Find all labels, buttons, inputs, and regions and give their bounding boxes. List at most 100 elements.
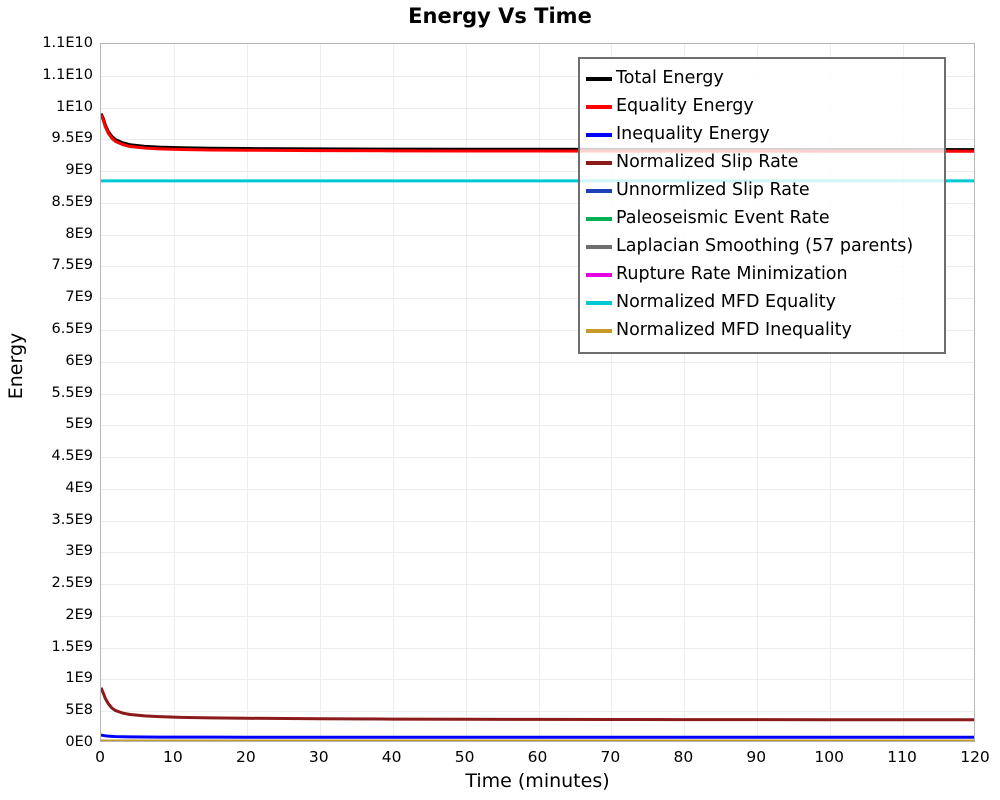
y-tick-label: 9.5E9	[51, 130, 93, 147]
y-tick-label: 3E9	[65, 543, 93, 560]
gridline-horizontal	[101, 298, 974, 299]
y-tick-label: 4.5E9	[51, 448, 93, 465]
gridline-horizontal	[101, 552, 974, 553]
chart-title: Energy Vs Time	[408, 4, 592, 28]
legend-item[interactable]: Normalized MFD Inequality	[586, 317, 936, 345]
y-tick-label: 2E9	[65, 606, 93, 623]
chart-legend: Total Energy Equality Energy Inequality En…	[578, 57, 946, 354]
gridline-horizontal	[101, 648, 974, 649]
legend-item-label: Normalized MFD Equality	[616, 292, 836, 313]
x-tick-label: 20	[235, 748, 256, 766]
gridline-horizontal	[101, 108, 974, 109]
gridline-horizontal	[101, 616, 974, 617]
x-tick-label: 110	[887, 748, 917, 766]
legend-item[interactable]: Normalized Slip Rate	[586, 149, 936, 177]
legend-item[interactable]: Normalized MFD Equality	[586, 289, 936, 317]
y-tick-label: 7.5E9	[51, 257, 93, 274]
gridline-vertical	[611, 44, 612, 741]
gridline-vertical	[320, 44, 321, 741]
gridline-horizontal	[101, 171, 974, 172]
y-tick-label: 1E9	[65, 670, 93, 687]
y-tick-label: 7E9	[65, 289, 93, 306]
legend-item-label: Inequality Energy	[616, 124, 770, 145]
x-tick-label: 100	[814, 748, 844, 766]
y-tick-label: 5E8	[65, 702, 93, 719]
y-tick-label: 1.1E10	[42, 66, 93, 83]
x-tick-label: 120	[960, 748, 990, 766]
legend-color-swatch	[586, 273, 612, 277]
legend-item-label: Normalized Slip Rate	[616, 152, 799, 173]
legend-color-swatch	[586, 133, 612, 137]
gridline-horizontal	[101, 203, 974, 204]
gridline-horizontal	[101, 425, 974, 426]
legend-item-label: Paleoseismic Event Rate	[616, 208, 830, 229]
legend-color-swatch	[586, 329, 612, 333]
x-tick-label: 60	[527, 748, 548, 766]
series-line	[101, 688, 974, 720]
legend-color-swatch	[586, 217, 612, 221]
x-tick-label: 0	[95, 748, 105, 766]
gridline-vertical	[684, 44, 685, 741]
gridline-horizontal	[101, 139, 974, 140]
gridline-horizontal	[101, 330, 974, 331]
gridline-vertical	[466, 44, 467, 741]
gridline-vertical	[247, 44, 248, 741]
y-tick-label: 8.5E9	[51, 193, 93, 210]
legend-color-swatch	[586, 161, 612, 165]
x-axis-label: Time (minutes)	[465, 770, 610, 792]
y-tick-label: 0E0	[65, 734, 93, 750]
legend-item[interactable]: Laplacian Smoothing (57 parents)	[586, 233, 936, 261]
legend-item[interactable]: Total Energy	[586, 65, 936, 93]
gridline-horizontal	[101, 394, 974, 395]
gridline-vertical	[393, 44, 394, 741]
x-tick-label: 90	[746, 748, 767, 766]
y-tick-label: 2.5E9	[51, 575, 93, 592]
y-tick-label: 1.5E9	[51, 638, 93, 655]
legend-item[interactable]: Equality Energy	[586, 93, 936, 121]
y-tick-label: 5.5E9	[51, 384, 93, 401]
gridline-vertical	[903, 44, 904, 741]
x-tick-label: 40	[381, 748, 402, 766]
legend-item-label: Total Energy	[616, 68, 724, 89]
y-tick-label: 4E9	[65, 479, 93, 496]
legend-color-swatch	[586, 245, 612, 249]
gridline-vertical	[539, 44, 540, 741]
legend-item-label: Unnormlized Slip Rate	[616, 180, 810, 201]
x-tick-label: 10	[163, 748, 183, 766]
x-tick-label: 80	[673, 748, 694, 766]
legend-color-swatch	[586, 77, 612, 81]
y-tick-label: 5E9	[65, 416, 93, 433]
legend-item[interactable]: Paleoseismic Event Rate	[586, 205, 936, 233]
legend-color-swatch	[586, 301, 612, 305]
legend-color-swatch	[586, 189, 612, 193]
legend-item-label: Equality Energy	[616, 96, 754, 117]
x-tick-label: 30	[308, 748, 329, 766]
gridline-vertical	[830, 44, 831, 741]
gridline-vertical	[757, 44, 758, 741]
gridline-horizontal	[101, 521, 974, 522]
gridline-horizontal	[101, 584, 974, 585]
gridline-horizontal	[101, 489, 974, 490]
gridline-vertical	[174, 44, 175, 741]
legend-item-label: Normalized MFD Inequality	[616, 320, 852, 341]
legend-item[interactable]: Rupture Rate Minimization	[586, 261, 936, 289]
legend-item[interactable]: Inequality Energy	[586, 121, 936, 149]
y-tick-label: 6.5E9	[51, 320, 93, 337]
gridline-horizontal	[101, 711, 974, 712]
gridline-horizontal	[101, 235, 974, 236]
legend-item[interactable]: Unnormlized Slip Rate	[586, 177, 936, 205]
y-tick-label: 1.1E10	[42, 35, 93, 51]
y-tick-label: 1E10	[56, 98, 93, 115]
y-axis-label: Energy	[5, 332, 27, 400]
legend-item-label: Laplacian Smoothing (57 parents)	[616, 236, 914, 257]
gridline-horizontal	[101, 457, 974, 458]
y-tick-label: 6E9	[65, 352, 93, 369]
y-tick-label: 9E9	[65, 162, 93, 179]
y-tick-label: 8E9	[65, 225, 93, 242]
series-line	[101, 735, 974, 737]
gridline-horizontal	[101, 266, 974, 267]
gridline-horizontal	[101, 362, 974, 363]
